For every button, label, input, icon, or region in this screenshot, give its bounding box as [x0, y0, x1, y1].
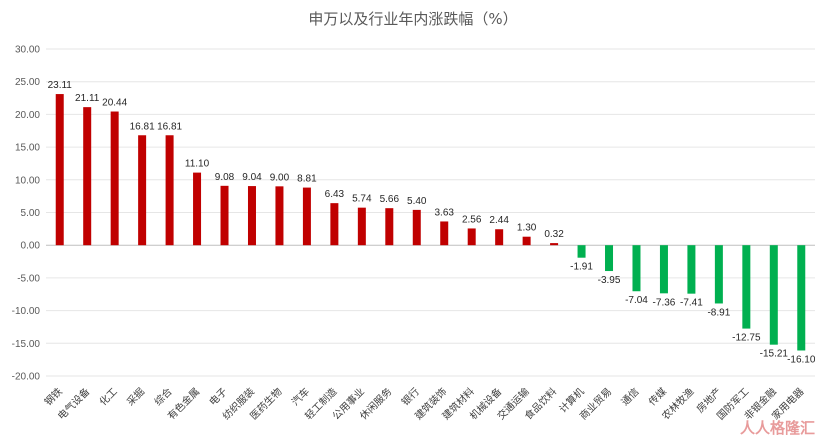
data-label-14: 3.63 — [434, 207, 454, 218]
bar-16 — [495, 229, 504, 246]
bar-2 — [110, 111, 119, 246]
data-label-27: -16.10 — [787, 354, 816, 365]
category-label-2: 化工 — [96, 385, 119, 408]
data-label-5: 11.10 — [185, 159, 210, 170]
bar-9 — [302, 187, 311, 246]
category-label-22: 传媒 — [646, 386, 669, 409]
data-label-13: 5.40 — [407, 196, 427, 207]
y-tick-label: 5.00 — [21, 208, 41, 219]
bar-12 — [385, 208, 394, 246]
data-label-8: 9.00 — [270, 172, 290, 183]
y-tick-label: -5.00 — [17, 273, 40, 284]
data-label-7: 9.04 — [242, 172, 262, 183]
category-label-0: 钢铁 — [42, 385, 65, 408]
bar-27 — [797, 245, 806, 351]
data-label-9: 8.81 — [297, 174, 317, 185]
category-label-3: 采掘 — [124, 385, 147, 408]
data-label-11: 5.74 — [352, 194, 372, 205]
category-label-6: 电子 — [206, 385, 229, 408]
bar-23 — [687, 245, 696, 294]
bar-4 — [165, 135, 174, 246]
data-label-12: 5.66 — [380, 194, 400, 205]
bars — [55, 94, 806, 351]
bar-10 — [330, 203, 339, 246]
category-label-21: 通信 — [619, 386, 642, 409]
data-label-4: 16.81 — [157, 121, 182, 132]
bar-5 — [193, 172, 202, 246]
bar-20 — [605, 245, 614, 272]
data-label-15: 2.56 — [462, 214, 482, 225]
bar-11 — [357, 207, 366, 246]
data-label-26: -15.21 — [760, 349, 789, 360]
data-label-17: 1.30 — [517, 223, 537, 234]
y-tick-label: 15.00 — [15, 143, 40, 154]
bar-13 — [412, 209, 421, 246]
y-tick-label: 10.00 — [15, 175, 40, 186]
category-label-4: 综合 — [151, 385, 174, 408]
y-tick-label: 0.00 — [21, 241, 41, 252]
data-label-6: 9.08 — [215, 172, 235, 183]
chart-title: 申万以及行业年内涨跌幅（%） — [308, 10, 517, 28]
y-tick-label: -15.00 — [12, 339, 41, 350]
data-label-3: 16.81 — [130, 121, 155, 132]
bar-0 — [55, 94, 64, 246]
bar-15 — [467, 228, 476, 246]
bar-24 — [714, 245, 723, 304]
bar-17 — [522, 236, 531, 246]
bar-8 — [275, 186, 284, 246]
y-tick-label: 20.00 — [15, 110, 40, 121]
data-label-20: -3.95 — [598, 275, 621, 286]
bar-7 — [247, 186, 256, 246]
data-label-16: 2.44 — [489, 215, 509, 226]
data-label-23: -7.41 — [680, 298, 703, 309]
data-label-1: 21.11 — [75, 93, 100, 104]
data-label-2: 20.44 — [102, 98, 127, 109]
gridlines — [46, 48, 815, 377]
data-label-21: -7.04 — [625, 295, 648, 306]
bar-25 — [742, 245, 751, 329]
bar-18 — [550, 243, 559, 246]
data-label-19: -1.91 — [570, 262, 593, 273]
y-tick-label: -10.00 — [12, 306, 41, 317]
bar-14 — [440, 221, 449, 246]
category-label-13: 银行 — [399, 385, 422, 408]
data-label-22: -7.36 — [653, 297, 676, 308]
y-tick-label: 30.00 — [15, 45, 40, 56]
data-label-25: -12.75 — [732, 333, 761, 344]
bar-21 — [632, 245, 641, 292]
data-label-24: -8.91 — [707, 307, 730, 318]
bar-1 — [83, 107, 92, 246]
y-tick-label: 25.00 — [15, 77, 40, 88]
y-axis-ticks: 30.00 25.00 20.00 15.00 10.00 5.00 0.00 -5.00 -1… — [12, 45, 41, 383]
data-label-18: 0.32 — [544, 229, 564, 240]
data-label-10: 6.43 — [325, 189, 345, 200]
watermark-logo: 人人格隆汇 — [740, 419, 815, 437]
category-label-9: 汽车 — [289, 385, 312, 408]
bar-6 — [220, 185, 229, 246]
bar-22 — [659, 245, 668, 294]
data-label-0: 23.11 — [48, 80, 73, 91]
bar-3 — [138, 135, 147, 246]
y-tick-label: -20.00 — [12, 372, 41, 383]
bar-26 — [769, 245, 778, 345]
bar-19 — [577, 245, 586, 258]
